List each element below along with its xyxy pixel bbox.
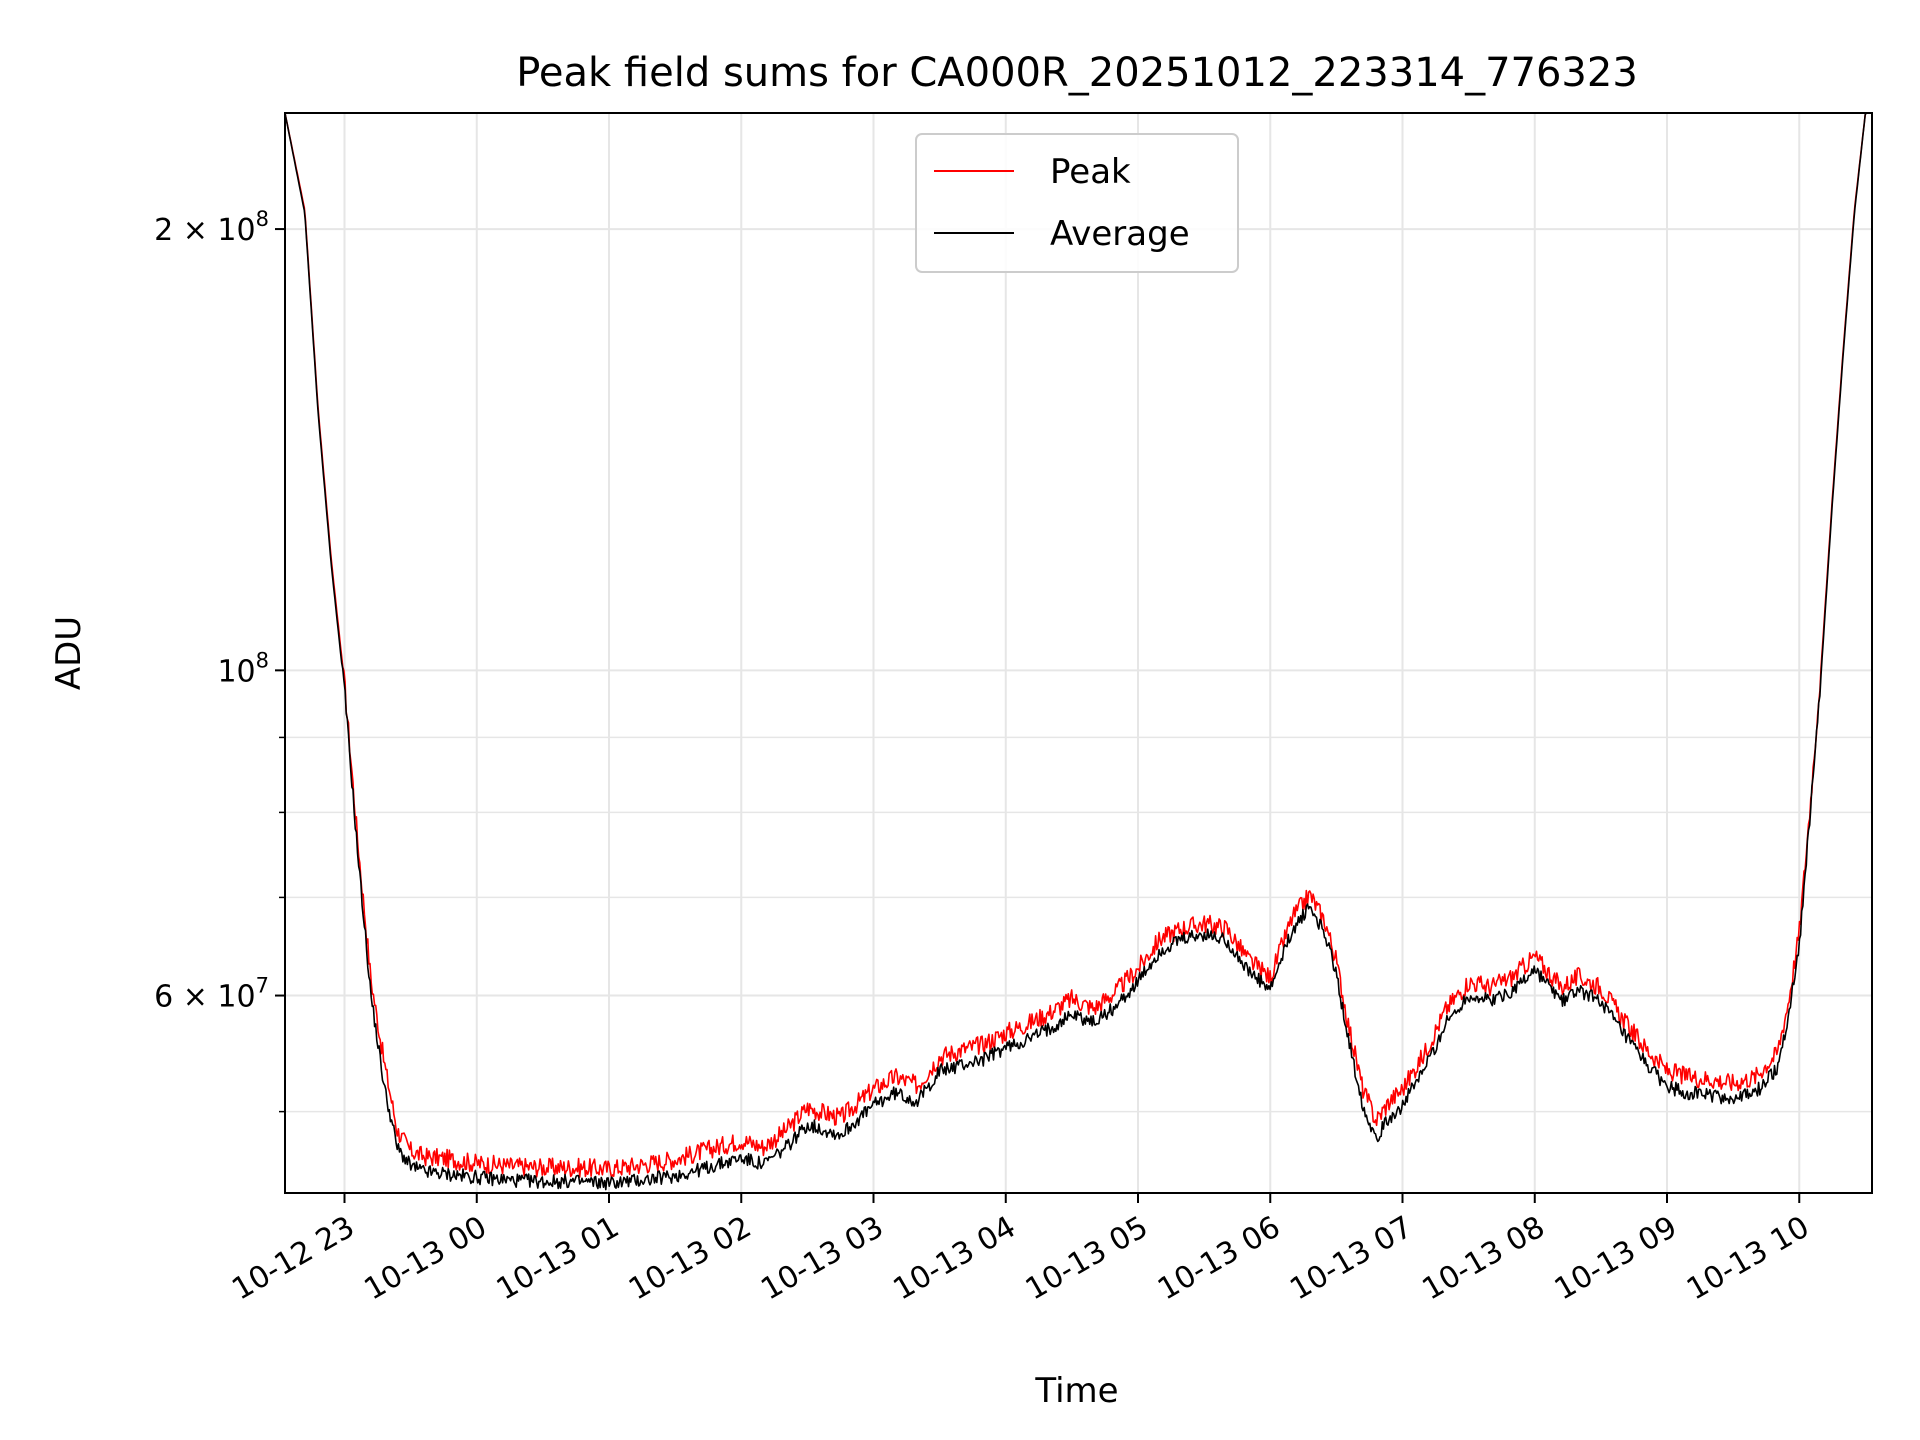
series-line-peak	[285, 113, 1872, 1179]
y-tick-label: 2 × 108	[154, 207, 269, 248]
y-tick-label: 108	[217, 648, 269, 689]
legend-label-peak: Peak	[1050, 152, 1131, 192]
data-series-layer	[285, 113, 1872, 1191]
legend-box	[915, 133, 1239, 273]
legend-label-average: Average	[1050, 214, 1190, 254]
x-axis-label: Time	[1034, 1371, 1118, 1411]
y-axis-label: ADU	[49, 616, 89, 690]
y-tick-label: 6 × 107	[154, 974, 269, 1015]
legend: Peak Average	[915, 133, 1239, 273]
y-axis: 6 × 107 108 2 × 108	[154, 207, 285, 1113]
series-line-average	[285, 113, 1872, 1191]
plot-frame	[284, 112, 1873, 1194]
chart-title: Peak field sums for CA000R_20251012_2233…	[516, 50, 1638, 96]
